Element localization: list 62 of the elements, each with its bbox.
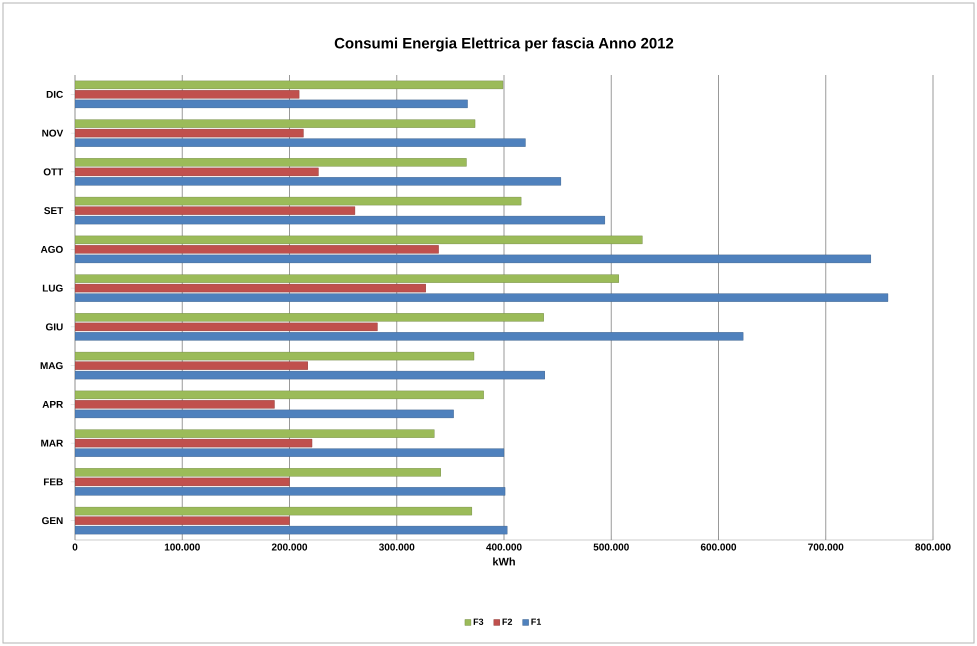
legend-label: F3: [474, 618, 484, 625]
y-tick-label: APR: [42, 400, 64, 408]
x-tick-label: 300.000: [378, 544, 414, 551]
x-tick-label: 400.000: [486, 544, 522, 551]
bar: [75, 361, 308, 370]
bar: [75, 293, 888, 302]
y-tick-label: SET: [44, 207, 64, 214]
bar: [75, 216, 606, 224]
bar: [75, 80, 504, 90]
bar: [75, 236, 643, 244]
x-tick-label: 200.000: [272, 544, 308, 551]
chart-title: Consumi Energia Elettrica per fascia Anno 2012: [334, 38, 674, 52]
bar: [75, 410, 454, 418]
bar: [75, 274, 619, 283]
bar: [75, 370, 545, 380]
y-tick-label: FEB: [44, 478, 63, 486]
x-tick-label: 500.000: [594, 544, 629, 551]
bar: [75, 254, 871, 264]
bar: [75, 313, 544, 322]
bar: [75, 478, 290, 486]
x-tick-label: 0: [72, 544, 78, 551]
x-tick-label: 600.000: [700, 544, 736, 551]
x-tick-label: 700.000: [808, 544, 844, 551]
y-tick-label: MAR: [41, 440, 64, 447]
x-tick-label: 800.000: [915, 544, 951, 551]
bar: [75, 245, 439, 254]
y-tick-label: DIC: [46, 90, 63, 98]
bar: [75, 196, 522, 206]
bar: [75, 138, 526, 147]
bar: [75, 332, 744, 341]
bar: [75, 506, 472, 516]
bar: [75, 352, 474, 360]
bar: [75, 438, 312, 448]
y-tick-label: AGO: [40, 246, 63, 253]
y-tick-label: GIU: [46, 323, 63, 330]
bar: [75, 448, 504, 457]
legend-label: F2: [502, 618, 512, 625]
bar: [75, 400, 275, 409]
y-tick-label: LUG: [42, 284, 63, 292]
bar: [75, 168, 319, 176]
bar: [75, 526, 508, 534]
bar: [75, 119, 476, 128]
bar: [75, 487, 506, 496]
x-axis-title: kWh: [493, 557, 515, 566]
bar: [75, 206, 356, 215]
bar: [75, 468, 441, 477]
x-tick-label: 100.000: [164, 544, 200, 551]
bar: [75, 516, 290, 525]
bar: [75, 322, 378, 332]
y-tick-label: OTT: [44, 168, 64, 176]
y-tick-label: MAG: [40, 362, 63, 370]
bar: [75, 128, 304, 138]
bar: [75, 284, 426, 292]
bar: [75, 158, 467, 167]
bar: [75, 429, 434, 438]
bar: [75, 390, 484, 400]
bar: [75, 177, 562, 186]
y-tick-label: GEN: [42, 517, 63, 524]
legend-label: F1: [531, 618, 542, 625]
y-tick-label: NOV: [42, 130, 64, 137]
bar: [75, 90, 300, 99]
bar: [75, 100, 468, 108]
